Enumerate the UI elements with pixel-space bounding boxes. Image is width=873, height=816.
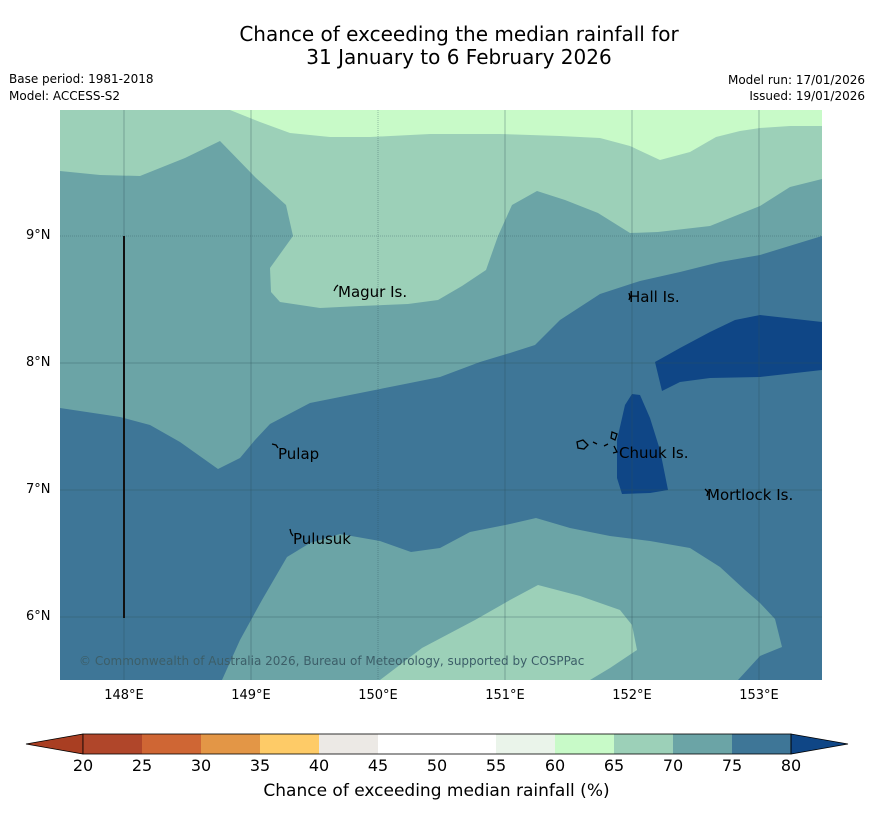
lon-label-148e: 148°E [104,688,144,703]
chuuk-lagoon-shape [576,431,618,454]
place-label-mortlock: Mortlock Is. [707,486,794,504]
place-label-hall: Hall Is. [629,288,680,306]
colorbar-swatch-60-65 [555,734,614,754]
colorbar-tick-70: 70 [662,756,684,775]
colorbar-swatch-30-35 [201,734,260,754]
colorbar-swatch-45-50 [378,734,437,754]
band-80-plus-chuuk [617,394,668,494]
lon-label-152e: 152°E [612,688,652,703]
place-label-pulusuk: Pulusuk [293,530,351,548]
issued-text: Issued: 19/01/2026 [749,89,865,103]
colorbar-tick-30: 30 [190,756,212,775]
colorbar-swatch-20-25 [83,734,142,754]
colorbar-tick-25: 25 [131,756,153,775]
model-text: Model: ACCESS-S2 [9,89,121,103]
lon-label-149e: 149°E [231,688,271,703]
lat-label-9n: 9°N [26,228,51,243]
model-run-text: Model run: 17/01/2026 [727,73,865,87]
magur-island-shape [333,284,339,292]
lat-label-8n: 8°N [26,355,51,370]
band-80-plus-northeast [655,315,822,391]
colorbar-tick-45: 45 [367,756,389,775]
colorbar-tick-55: 55 [485,756,507,775]
colorbar-swatch-25-30 [142,734,201,754]
band-70-75-south [222,518,782,680]
contour-layer [60,110,822,680]
colorbar-tick-35: 35 [249,756,271,775]
colorbar-swatch-50-55 [437,734,496,754]
island-outlines [271,284,709,537]
map-title-line2: 31 January to 6 February 2026 [306,45,612,69]
colorbar-tick-60: 60 [544,756,566,775]
band-65-70-north [60,110,822,308]
colorbar-swatch-75-80 [732,734,791,754]
colorbar-swatch-70-75 [673,734,732,754]
lon-label-151e: 151°E [485,688,525,703]
mortlock-island-shape [704,488,709,497]
pulap-island-shape [271,443,279,449]
colorbar-tick-65: 65 [603,756,625,775]
colorbar-tick-40: 40 [308,756,330,775]
colorbar-tick-20: 20 [72,756,94,775]
colorbar-swatch-40-45 [319,734,378,754]
colorbar-swatch-65-70 [614,734,673,754]
pulusuk-island-shape [289,528,294,537]
band-65-70-south [380,585,637,680]
map-title-line1: Chance of exceeding the median rainfall … [239,22,679,46]
colorbar-swatch-55-60 [496,734,555,754]
colorbar-tick-50: 50 [426,756,448,775]
place-label-magur: Magur Is. [338,283,408,301]
colorbar-tick-75: 75 [721,756,743,775]
lon-label-150e: 150°E [358,688,398,703]
band-60-65-north [230,110,822,160]
colorbar-frame [82,733,792,755]
lat-label-6n: 6°N [26,609,51,624]
colorbar [25,733,849,755]
lat-label-7n: 7°N [26,482,51,497]
base-period-text: Base period: 1981-2018 [9,72,154,86]
colorbar-tick-80: 80 [780,756,802,775]
colorbar-label: Chance of exceeding median rainfall (%) [263,781,610,801]
colorbar-lower-extend [25,733,84,755]
hall-island-shape [628,292,631,301]
lon-label-153e: 153°E [739,688,779,703]
place-label-chuuk: Chuuk Is. [619,444,689,462]
place-label-pulap: Pulap [278,445,320,463]
colorbar-upper-extend [790,733,849,755]
colorbar-swatch-35-40 [260,734,319,754]
copyright-notice: © Commonwealth of Australia 2026, Bureau… [79,654,585,668]
